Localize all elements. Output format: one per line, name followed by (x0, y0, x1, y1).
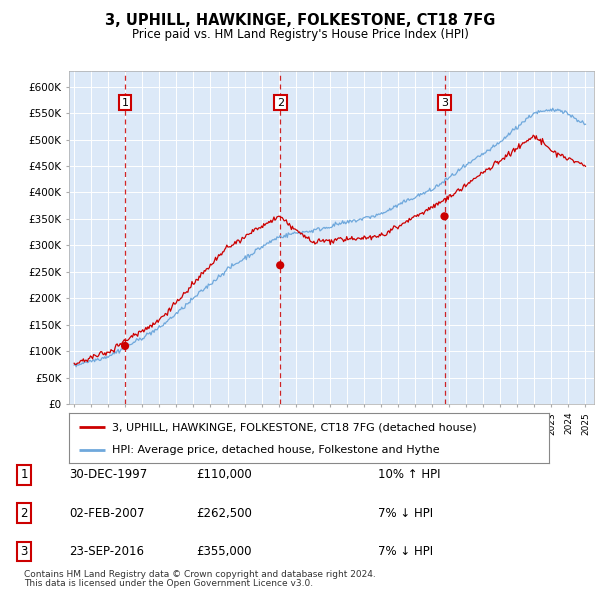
Point (275, 261, 285, 270)
Text: HPI: Average price, detached house, Folkestone and Hythe: HPI: Average price, detached house, Folk… (112, 445, 440, 455)
Text: 3, UPHILL, HAWKINGE, FOLKESTONE, CT18 7FG: 3, UPHILL, HAWKINGE, FOLKESTONE, CT18 7F… (105, 13, 495, 28)
Text: 02-FEB-2007: 02-FEB-2007 (69, 507, 145, 520)
Text: Contains HM Land Registry data © Crown copyright and database right 2024.: Contains HM Land Registry data © Crown c… (24, 570, 376, 579)
Text: 7% ↓ HPI: 7% ↓ HPI (378, 507, 433, 520)
Text: £110,000: £110,000 (196, 468, 252, 481)
Text: £355,000: £355,000 (197, 545, 252, 558)
Text: 23-SEP-2016: 23-SEP-2016 (69, 545, 144, 558)
Text: 7% ↓ HPI: 7% ↓ HPI (378, 545, 433, 558)
Text: This data is licensed under the Open Government Licence v3.0.: This data is licensed under the Open Gov… (24, 579, 313, 588)
Text: 10% ↑ HPI: 10% ↑ HPI (378, 468, 440, 481)
Text: 1: 1 (20, 468, 28, 481)
Text: £262,500: £262,500 (196, 507, 252, 520)
Text: 3: 3 (441, 97, 448, 107)
Text: Price paid vs. HM Land Registry's House Price Index (HPI): Price paid vs. HM Land Registry's House … (131, 28, 469, 41)
Text: 3: 3 (20, 545, 28, 558)
Text: 30-DEC-1997: 30-DEC-1997 (69, 468, 147, 481)
Point (120, 341, 130, 350)
Text: 1: 1 (122, 97, 128, 107)
Text: 2: 2 (20, 507, 28, 520)
Text: 3, UPHILL, HAWKINGE, FOLKESTONE, CT18 7FG (detached house): 3, UPHILL, HAWKINGE, FOLKESTONE, CT18 7F… (112, 422, 477, 432)
Text: 2: 2 (277, 97, 284, 107)
Point (440, 212, 449, 221)
